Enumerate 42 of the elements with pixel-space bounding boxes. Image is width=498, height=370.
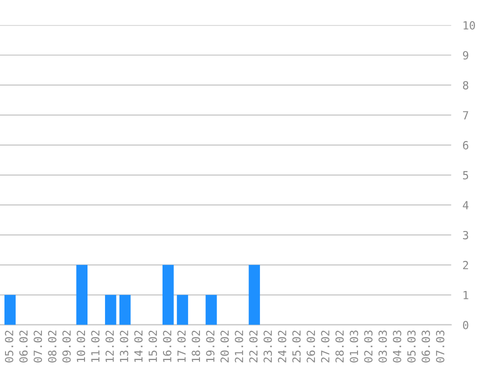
y-tick-label: 3 [463, 230, 468, 240]
x-tick-label: 27.02 [321, 330, 330, 362]
x-tick-label: 06.03 [422, 330, 430, 362]
x-tick-label: 15.02 [148, 330, 157, 362]
x-tick-label: 04.03 [392, 330, 402, 362]
x-tick-label: 28.02 [335, 330, 344, 362]
x-tick-label: 14.02 [134, 330, 143, 362]
x-tick-label: 19.02 [206, 330, 214, 362]
x-tick-label: 22.02 [249, 330, 258, 362]
y-tick-label: 8 [463, 81, 468, 90]
x-tick-label: 25.02 [292, 330, 301, 362]
x-tick-label: 23.02 [264, 330, 272, 362]
x-tick-label: 10.02 [76, 330, 86, 362]
x-tick-label: 21.02 [234, 330, 244, 362]
x-tick-label: 07.02 [34, 330, 42, 362]
x-tick-label: 02.03 [364, 330, 373, 362]
y-tick-label: 2 [463, 260, 468, 270]
y-tick-label: 0 [463, 320, 468, 330]
x-tick-label: 09.02 [62, 330, 71, 362]
x-tick-label: 05.02 [4, 330, 14, 362]
x-tick-label: 05.03 [407, 330, 416, 362]
y-tick-label: 6 [463, 141, 468, 150]
y-tick-label: 9 [462, 51, 468, 60]
x-tick-label: 18.02 [192, 330, 200, 362]
x-tick-label: 13.02 [120, 330, 128, 362]
x-tick-label: 17.02 [177, 330, 186, 362]
y-tick-label: 1 [464, 291, 468, 300]
x-tick-label: 12.02 [105, 330, 114, 362]
x-tick-label: 07.03 [436, 330, 444, 362]
y-tick-label: 10 [464, 21, 475, 30]
x-tick-label: 24.02 [278, 330, 286, 362]
y-tick-label: 4 [462, 201, 468, 210]
x-tick-label: 01.03 [350, 330, 358, 362]
x-tick-label: 03.03 [378, 330, 387, 362]
y-tick-label: 7 [463, 111, 468, 120]
x-tick-label: 16.02 [162, 330, 172, 362]
x-tick-label: 08.02 [48, 330, 56, 362]
y-tick-label: 5 [463, 171, 468, 180]
x-tick-label: 20.02 [220, 330, 229, 362]
x-tick-label: 26.02 [306, 330, 316, 362]
x-tick-label: 11.02 [91, 330, 100, 362]
x-tick-label: 06.02 [19, 330, 28, 362]
